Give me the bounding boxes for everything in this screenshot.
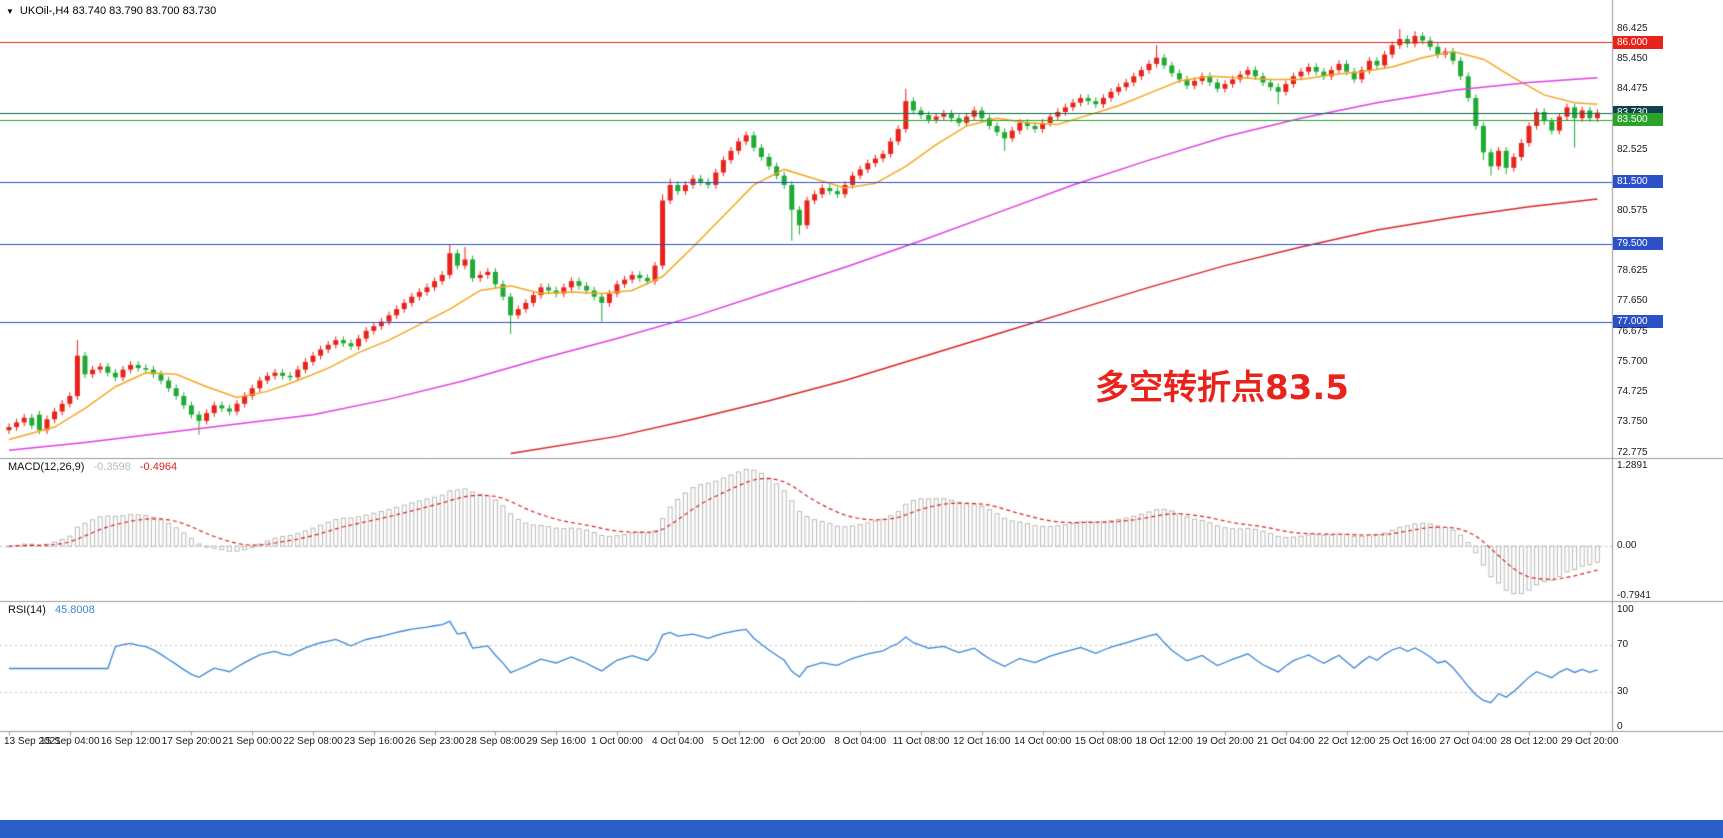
rsi-axis-label: 30 [1617, 685, 1629, 697]
time-axis-label: 25 Oct 16:00 [1378, 736, 1437, 747]
time-axis-label: 29 Oct 20:00 [1561, 736, 1619, 747]
time-axis-label: 29 Sep 16:00 [526, 736, 586, 747]
price-axis-label: 86.425 [1617, 22, 1648, 34]
price-axis-badge: 79.500 [1613, 237, 1663, 251]
chart-marker-icon: ▼ [6, 6, 14, 16]
price-axis-badge: 83.500 [1613, 113, 1663, 127]
macd-axis-label: 0.00 [1617, 540, 1637, 552]
price-axis-label: 84.475 [1617, 83, 1648, 95]
time-axis-label: 21 Sep 00:00 [222, 736, 282, 747]
time-axis-label: 6 Oct 20:00 [773, 736, 826, 747]
time-axis-label: 18 Oct 12:00 [1135, 736, 1193, 747]
time-axis-label: 11 Oct 08:00 [892, 736, 950, 747]
price-axis-badge: 77.000 [1613, 315, 1663, 329]
time-axis-label: 8 Oct 04:00 [834, 736, 887, 747]
time-axis-label: 1 Oct 00:00 [591, 736, 643, 747]
price-axis-label: 74.725 [1617, 386, 1648, 398]
time-axis-label: 16 Sep 12:00 [100, 736, 161, 747]
rsi-value: 45.8008 [54, 604, 95, 616]
macd-main-value: -0.3598 [93, 461, 131, 473]
rsi-axis-label: 0 [1617, 721, 1623, 732]
price-axis-label: 78.625 [1617, 265, 1648, 277]
time-axis-label: 22 Sep 08:00 [283, 736, 343, 747]
time-axis-label: 14 Oct 00:00 [1013, 736, 1072, 747]
price-axis-label: 80.575 [1617, 204, 1648, 216]
time-axis-label: 22 Oct 12:00 [1317, 736, 1376, 747]
macd-axis-label: 1.2891 [1617, 459, 1648, 471]
macd-name: MACD(12,26,9) [8, 461, 85, 473]
price-axis-label: 77.650 [1617, 295, 1648, 307]
chart-annotation-text[interactable]: 多空转折点83.5 [1095, 368, 1349, 408]
time-axis-label: 4 Oct 04:00 [651, 736, 704, 747]
price-axis-badge: 81.500 [1613, 175, 1663, 189]
time-axis-label: 26 Sep 23:00 [404, 736, 465, 747]
time-axis-label: 15 Sep 04:00 [40, 736, 100, 747]
time-axis-label: 27 Oct 04:00 [1439, 736, 1497, 747]
price-axis-label: 85.450 [1617, 53, 1648, 65]
time-axis-label: 19 Oct 20:00 [1196, 736, 1254, 747]
rsi-name: RSI(14) [8, 604, 46, 616]
chart-header: ▼ UKOil-,H4 83.740 83.790 83.700 83.730 [6, 5, 216, 17]
symbol-ohlc-label: UKOil-,H4 83.740 83.790 83.700 83.730 [19, 5, 217, 17]
rsi-axis-label: 100 [1617, 604, 1634, 615]
time-axis-label: 17 Sep 20:00 [161, 736, 222, 747]
macd-indicator-label: MACD(12,26,9) -0.3598 -0.4964 [8, 461, 183, 473]
price-axis-badge: 86.000 [1613, 35, 1663, 49]
rsi-axis-label: 70 [1617, 639, 1629, 651]
time-axis-label: 5 Oct 12:00 [712, 736, 765, 747]
price-axis-label: 72.775 [1617, 446, 1648, 458]
macd-signal-value: -0.4964 [139, 461, 178, 473]
price-axis-label: 82.525 [1617, 144, 1648, 156]
time-axis-label: 28 Sep 08:00 [465, 736, 526, 747]
price-axis-label: 73.750 [1617, 416, 1648, 428]
time-axis-label: 12 Oct 16:00 [953, 736, 1011, 747]
macd-axis-label: -0.7941 [1617, 589, 1651, 601]
rsi-indicator-label: RSI(14) 45.8008 [8, 604, 101, 616]
time-axis-label: 21 Oct 04:00 [1257, 736, 1315, 747]
time-axis-label: 28 Oct 12:00 [1500, 736, 1558, 747]
price-axis-label: 76.675 [1617, 325, 1648, 337]
price-axis-label: 75.700 [1617, 355, 1648, 367]
time-axis-label: 13 Sep 2021 [4, 736, 61, 747]
time-axis-label: 15 Oct 08:00 [1074, 736, 1133, 747]
time-axis-label: 23 Sep 16:00 [344, 736, 404, 747]
taskbar-strip [0, 820, 1723, 838]
